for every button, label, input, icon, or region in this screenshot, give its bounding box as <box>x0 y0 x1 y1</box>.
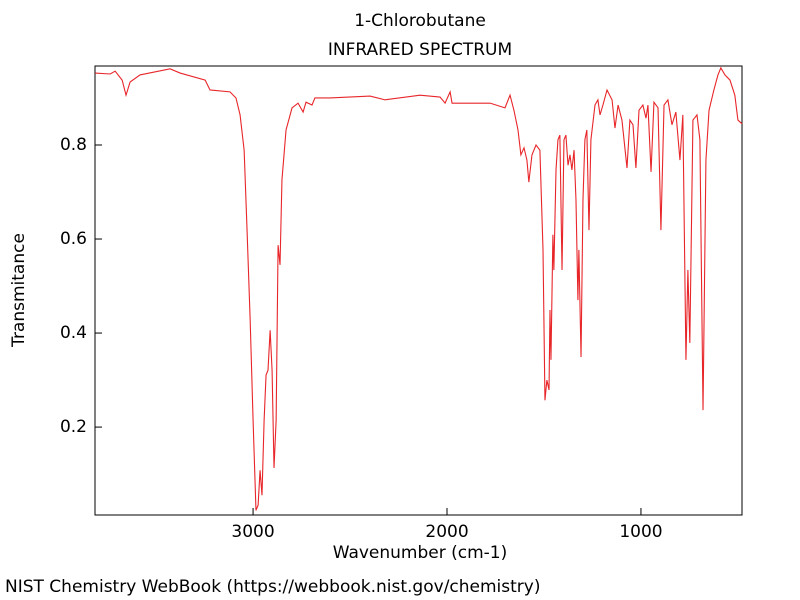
source-note: NIST Chemistry WebBook (https://webbook.… <box>5 577 540 597</box>
x-axis-label: Wavenumber (cm-1) <box>333 543 508 563</box>
spectrum-line <box>95 66 743 511</box>
y-tick-label: 0.6 <box>60 229 87 249</box>
x-tick-label: 1000 <box>619 522 662 542</box>
y-tick-label: 0.2 <box>60 417 87 437</box>
chart-subtitle: INFRARED SPECTRUM <box>328 40 512 60</box>
plot-frame <box>94 65 743 516</box>
x-tick-label: 3000 <box>231 522 274 542</box>
y-tick-label: 0.8 <box>60 135 87 155</box>
y-axis-label: Transmitance <box>9 233 29 348</box>
y-tick-label: 0.4 <box>60 323 87 343</box>
chart-title: 1-Chlorobutane <box>354 11 486 31</box>
x-tick-label: 2000 <box>425 522 468 542</box>
